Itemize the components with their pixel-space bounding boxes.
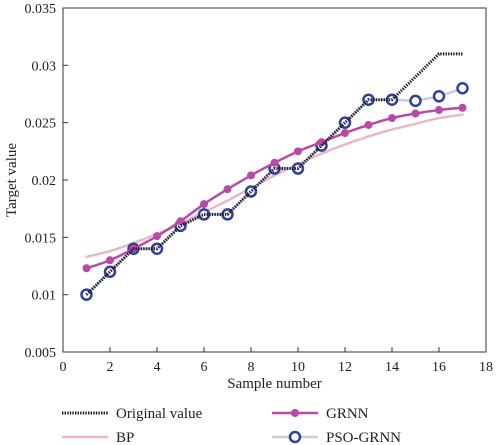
x-tick-label: 12	[338, 360, 352, 375]
legend-label: BP	[116, 430, 134, 445]
series-grnn	[82, 103, 467, 273]
data-point	[294, 147, 302, 156]
axes: 0 2 4 6 8 10 12 14 16 18 0.005 0.01 0.015 0.02 0.025 0.…	[25, 2, 494, 375]
legend-label: GRNN	[326, 406, 369, 422]
series-line	[85, 113, 464, 259]
legend-item-grnn: GRNN	[272, 406, 369, 422]
series-line	[85, 52, 463, 296]
legend-marker	[291, 409, 299, 417]
y-tick-label: 0.035	[25, 2, 57, 17]
x-tick-label: 18	[479, 360, 493, 375]
y-tick-label: 0.015	[25, 231, 57, 246]
x-tick-label: 16	[432, 360, 446, 375]
data-point	[82, 264, 91, 273]
x-tick-label: 6	[201, 360, 208, 375]
data-point	[197, 208, 211, 221]
y-tick-label: 0.01	[32, 289, 57, 304]
plot-frame	[62, 7, 487, 353]
x-tick-label: 0	[60, 360, 67, 375]
legend-item-bp: BP	[62, 430, 134, 445]
y-tick-label: 0.025	[25, 117, 57, 132]
series-bp	[85, 113, 464, 259]
legend-item-original-value: Original value	[62, 406, 203, 422]
data-point	[341, 128, 349, 137]
legend-label: Original value	[116, 406, 203, 422]
legend: Original value GRNN BP PSO-GRNN	[62, 406, 401, 445]
data-point	[458, 103, 467, 112]
data-point	[317, 138, 326, 147]
x-tick-label: 8	[248, 360, 255, 375]
y-axis-title: Target value	[4, 143, 20, 217]
x-axis-title: Sample number	[227, 376, 322, 392]
data-point	[247, 171, 255, 180]
x-tick-label: 10	[291, 360, 305, 375]
data-point	[106, 256, 114, 265]
data-point	[153, 232, 161, 241]
x-tick-label: 4	[154, 360, 161, 375]
data-point	[411, 109, 420, 118]
series-original-value	[85, 52, 463, 296]
y-tick-label: 0.03	[32, 59, 57, 74]
data-point	[223, 185, 232, 194]
data-point	[270, 158, 279, 167]
data-point	[456, 82, 469, 95]
data-point	[435, 106, 443, 115]
series-layer	[80, 52, 469, 301]
legend-item-pso-grnn: PSO-GRNN	[272, 430, 401, 445]
y-tick-label: 0.005	[25, 346, 57, 361]
legend-label: PSO-GRNN	[326, 430, 401, 445]
data-point	[388, 114, 396, 123]
x-tick-label: 14	[385, 360, 399, 375]
data-point	[364, 120, 373, 129]
x-tick-label: 2	[107, 360, 114, 375]
data-point	[409, 94, 422, 108]
legend-marker	[288, 430, 302, 444]
data-point	[200, 200, 208, 209]
y-tick-label: 0.02	[32, 174, 57, 189]
plot-area	[62, 7, 487, 353]
data-point	[432, 90, 446, 103]
data-point	[244, 185, 258, 198]
